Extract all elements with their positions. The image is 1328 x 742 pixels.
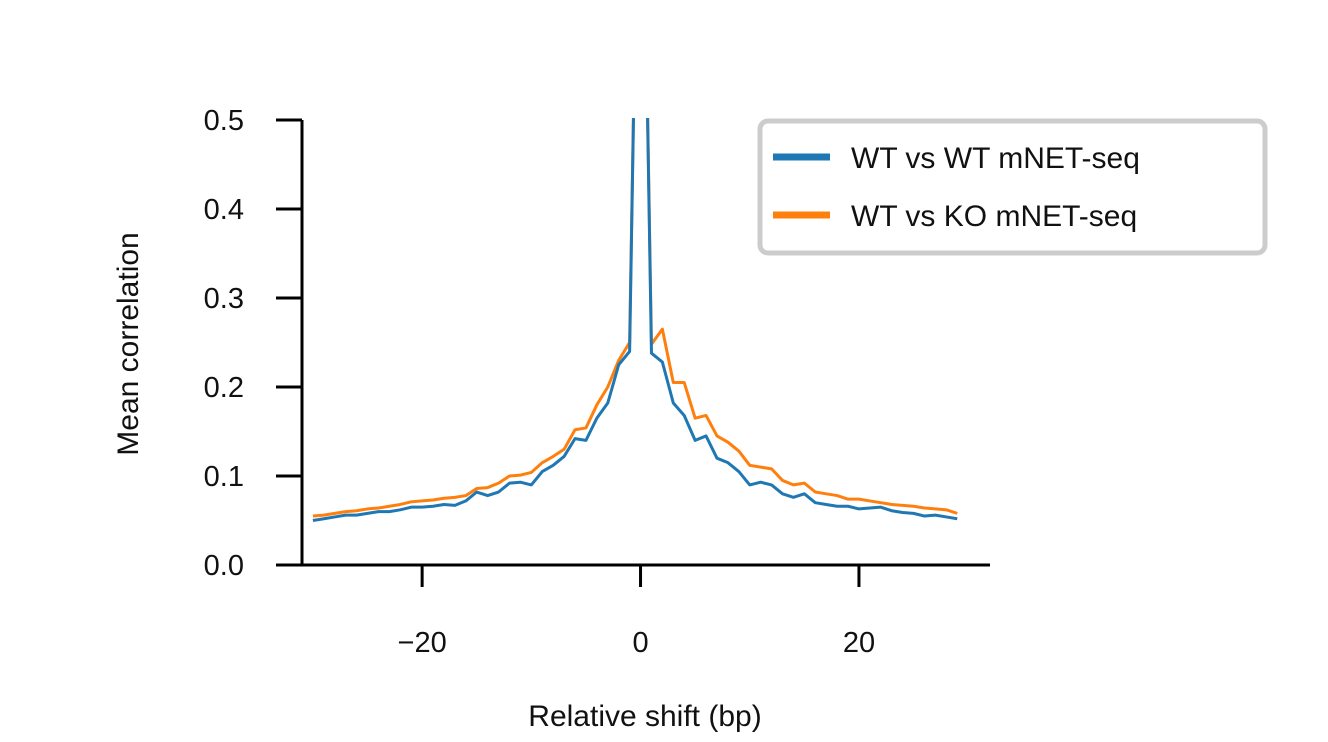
y-tick-label: 0.4: [204, 194, 244, 226]
legend-label-1: WT vs KO mNET-seq: [851, 200, 1137, 233]
y-tick-label: 0.2: [204, 372, 244, 404]
y-axis-title: Mean correlation: [112, 232, 145, 455]
legend-label-0: WT vs WT mNET-seq: [851, 142, 1140, 175]
legend: WT vs WT mNET-seq WT vs KO mNET-seq: [757, 118, 1268, 256]
y-tick-label: 0.5: [204, 105, 244, 137]
series-line-0: [312, 118, 958, 522]
legend-box: [757, 118, 1268, 256]
y-tick-label: 0.0: [204, 550, 244, 582]
x-axis-title: Relative shift (bp): [528, 700, 761, 733]
x-tick-label: 0: [632, 627, 648, 659]
series-layer: [312, 118, 958, 522]
x-tick-label: −20: [398, 627, 447, 659]
y-tick-label: 0.3: [204, 283, 244, 315]
axes-layer: 0.0 0.1 0.2 0.3 0.4 0.5 −20 0 20 Relative shift (…: [112, 105, 990, 733]
x-tick-label: 20: [843, 627, 875, 659]
y-tick-label: 0.1: [204, 461, 244, 493]
series-line-1: [312, 118, 958, 518]
